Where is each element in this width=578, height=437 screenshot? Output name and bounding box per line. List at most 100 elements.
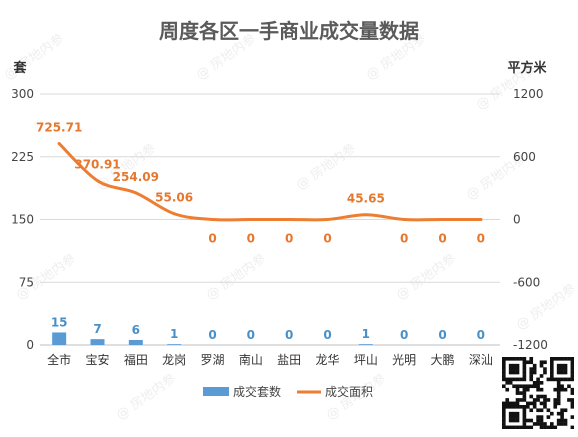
qr-module <box>532 398 537 402</box>
qr-module <box>502 415 506 419</box>
bar-series: 15 7 6 1 0 0 0 0 1 0 0 0 <box>51 315 485 345</box>
qr-module <box>515 425 520 430</box>
qr-module <box>508 401 513 406</box>
qr-module <box>512 418 516 423</box>
qr-module <box>539 360 544 365</box>
qr-module <box>512 405 516 409</box>
qr-module <box>519 405 523 409</box>
qr-code-pattern <box>502 357 575 430</box>
qr-module <box>560 411 564 416</box>
qr-module <box>512 415 516 419</box>
qr-module <box>529 360 534 365</box>
qr-module <box>539 415 544 419</box>
line-point <box>479 218 483 221</box>
qr-module <box>550 422 554 426</box>
qr-module <box>543 425 547 430</box>
qr-module <box>539 418 544 423</box>
line-point <box>96 179 99 183</box>
category-label: 福田 <box>124 352 148 367</box>
qr-module <box>512 370 516 375</box>
qr-module <box>502 357 506 361</box>
left-tick-label: 75 <box>19 275 34 289</box>
line-point <box>441 218 444 221</box>
qr-module <box>529 418 534 423</box>
line-value-label: 725.71 <box>36 121 82 135</box>
bar <box>52 332 67 345</box>
qr-module <box>560 422 564 426</box>
qr-module <box>532 363 537 368</box>
qr-module <box>502 401 506 406</box>
qr-module <box>539 401 544 406</box>
qr-module <box>570 387 575 392</box>
qr-module <box>532 381 537 385</box>
qr-module <box>529 384 534 389</box>
qr-module <box>556 377 561 382</box>
qr-module <box>508 381 513 385</box>
qr-module <box>512 384 516 389</box>
bar <box>90 339 105 345</box>
qr-module <box>553 398 558 402</box>
qr-module <box>522 411 527 416</box>
qr-module <box>515 384 520 389</box>
qr-module <box>556 363 561 368</box>
qr-module <box>529 377 534 382</box>
bar-value-label: 1 <box>170 327 178 341</box>
qr-module <box>515 418 520 423</box>
line-value-label: 0 <box>438 232 446 246</box>
qr-module <box>553 387 558 392</box>
qr-module <box>508 415 513 419</box>
qr-module <box>502 425 506 430</box>
qr-module <box>567 377 571 382</box>
qr-module <box>556 387 561 392</box>
qr-module <box>508 411 513 416</box>
qr-module <box>539 387 544 392</box>
qr-module <box>570 370 575 375</box>
qr-module <box>508 405 513 409</box>
qr-module <box>502 418 506 423</box>
line-path <box>57 142 483 222</box>
qr-module <box>522 370 527 375</box>
category-labels: 全市 宝安 福田 龙岗 罗湖 南山 盐田 龙华 坪山 光明 大鹏 深汕 <box>47 352 493 367</box>
line-point <box>172 212 176 216</box>
bar-value-label: 0 <box>400 328 408 342</box>
qr-module <box>512 377 516 382</box>
line-value-label: 0 <box>477 232 485 246</box>
bar-value-label: 7 <box>93 322 101 336</box>
qr-module <box>502 363 506 368</box>
qr-module <box>508 367 513 371</box>
qr-module <box>539 381 544 385</box>
qr-module <box>539 363 544 368</box>
qr-module <box>560 367 564 371</box>
qr-module <box>553 377 558 382</box>
watermark-text: @ 房地内参 <box>293 141 359 194</box>
qr-module <box>529 370 534 375</box>
qr-module <box>532 422 537 426</box>
qr-module <box>570 401 575 406</box>
qr-module <box>539 374 544 378</box>
right-axis-unit: 平方米 <box>507 60 547 76</box>
qr-module <box>515 357 520 361</box>
qr-module <box>539 425 544 430</box>
qr-module <box>532 384 537 389</box>
gridlines <box>40 93 500 346</box>
qr-module <box>519 398 523 402</box>
qr-module <box>532 405 537 409</box>
right-tick-label: 600 <box>513 150 536 164</box>
qr-module <box>556 411 561 416</box>
qr-module <box>556 401 561 406</box>
category-label: 南山 <box>239 352 263 367</box>
qr-module <box>563 377 568 382</box>
qr-module <box>563 363 568 368</box>
qr-module <box>556 370 561 375</box>
qr-module <box>522 367 527 371</box>
qr-module <box>556 381 561 385</box>
qr-module <box>563 387 568 392</box>
qr-module <box>502 405 506 409</box>
qr-module <box>550 370 554 375</box>
qr-module <box>512 367 516 371</box>
qr-module <box>543 405 547 409</box>
left-tick-label: 225 <box>11 150 34 164</box>
qr-module <box>536 381 540 385</box>
qr-module <box>505 381 510 385</box>
qr-module <box>522 405 527 409</box>
